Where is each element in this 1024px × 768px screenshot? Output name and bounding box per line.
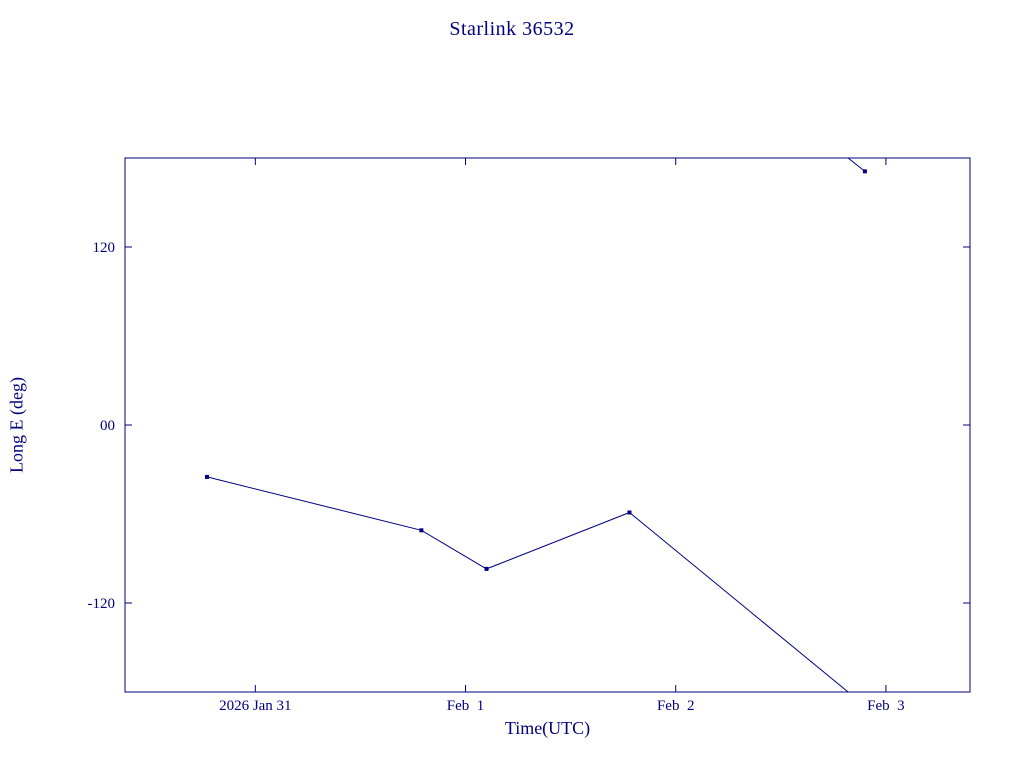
series-line: [847, 157, 866, 172]
y-tick-label: -120: [88, 596, 116, 612]
data-point-marker: [419, 528, 424, 533]
data-point-marker: [204, 474, 209, 479]
data-point-marker: [627, 510, 632, 515]
x-tick-label: Feb 3: [867, 698, 905, 714]
x-tick-label: Feb 1: [447, 698, 485, 714]
data-point-marker: [862, 169, 867, 174]
data-point-marker: [484, 566, 489, 571]
plot-frame: [124, 157, 971, 693]
x-tick-label: 2026 Jan 31: [219, 698, 292, 714]
x-tick-label: Feb 2: [657, 698, 695, 714]
y-tick-label: 00: [100, 418, 115, 434]
chart-title: Starlink 36532: [449, 18, 575, 40]
series-line: [206, 476, 849, 693]
x-axis-label: Time(UTC): [504, 718, 591, 738]
y-tick-label: 120: [93, 240, 116, 256]
